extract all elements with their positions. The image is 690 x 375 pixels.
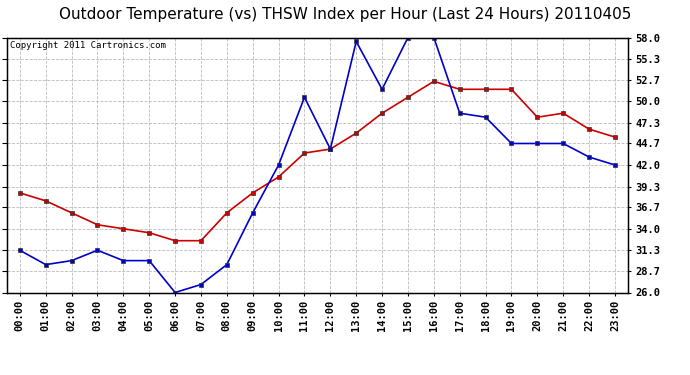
Text: Copyright 2011 Cartronics.com: Copyright 2011 Cartronics.com xyxy=(10,41,166,50)
Text: Outdoor Temperature (vs) THSW Index per Hour (Last 24 Hours) 20110405: Outdoor Temperature (vs) THSW Index per … xyxy=(59,8,631,22)
